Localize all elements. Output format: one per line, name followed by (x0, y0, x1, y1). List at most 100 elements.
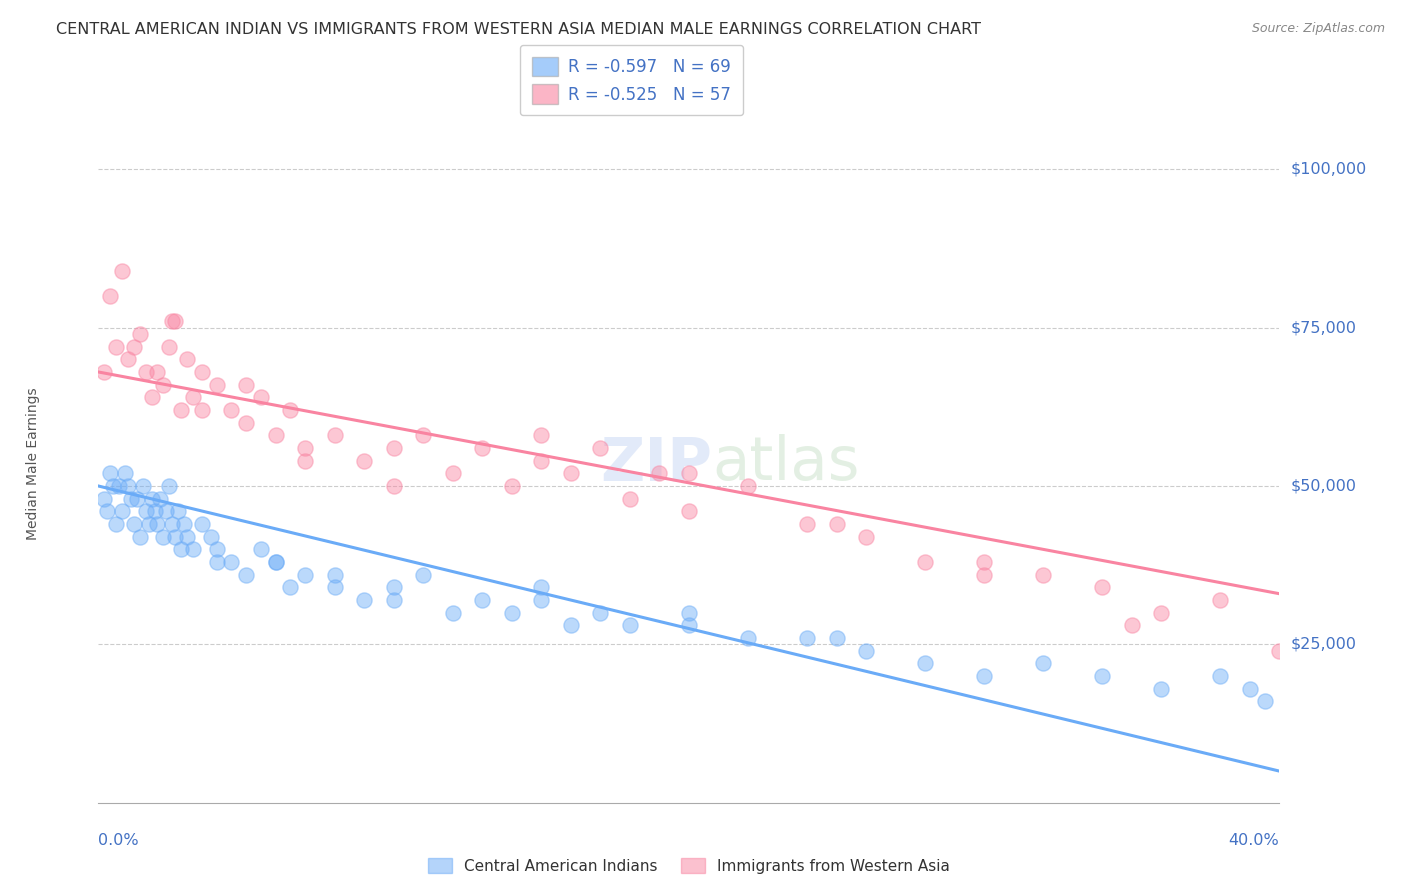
Point (1121, 618, 1143, 632)
Point (353, 453, 375, 467)
Point (855, 644, 877, 658)
Point (294, 441, 316, 455)
Point (678, 618, 700, 632)
Point (191, 365, 214, 379)
Text: Source: ZipAtlas.com: Source: ZipAtlas.com (1251, 22, 1385, 36)
Point (1091, 669, 1114, 683)
Point (96, 504, 118, 518)
Text: $75,000: $75,000 (1291, 320, 1357, 335)
Point (796, 516, 818, 531)
Point (152, 377, 174, 392)
Text: $50,000: $50,000 (1291, 478, 1357, 493)
Point (382, 593, 405, 607)
Point (146, 365, 169, 379)
Point (105, 516, 128, 531)
Point (825, 516, 848, 531)
Point (264, 555, 287, 569)
Point (619, 618, 641, 632)
Point (973, 669, 995, 683)
Point (157, 479, 180, 493)
Point (737, 479, 759, 493)
Point (973, 555, 995, 569)
Point (412, 428, 434, 442)
Point (149, 491, 172, 506)
Point (530, 593, 553, 607)
Point (205, 377, 228, 392)
Point (1209, 593, 1232, 607)
Text: Median Male Earnings: Median Male Earnings (27, 387, 41, 541)
Point (191, 516, 214, 531)
Point (191, 403, 214, 417)
Point (294, 567, 316, 582)
Point (141, 390, 163, 404)
Point (125, 491, 148, 506)
Point (120, 491, 142, 506)
Point (250, 390, 273, 404)
Text: CENTRAL AMERICAN INDIAN VS IMMIGRANTS FROM WESTERN ASIA MEDIAN MALE EARNINGS COR: CENTRAL AMERICAN INDIAN VS IMMIGRANTS FR… (56, 22, 981, 37)
Point (103, 479, 125, 493)
Point (471, 593, 494, 607)
Point (181, 390, 204, 404)
Point (323, 567, 346, 582)
Point (323, 428, 346, 442)
Point (122, 516, 145, 531)
Point (128, 326, 150, 341)
Point (114, 467, 136, 481)
Point (914, 657, 936, 671)
Point (135, 504, 157, 518)
Point (167, 504, 190, 518)
Point (200, 530, 222, 544)
Point (560, 618, 582, 632)
Point (441, 606, 464, 620)
Point (122, 340, 145, 354)
Point (205, 555, 228, 569)
Point (176, 530, 198, 544)
Point (157, 340, 180, 354)
Point (93, 491, 115, 506)
Point (678, 504, 700, 518)
Point (441, 467, 464, 481)
Point (530, 581, 553, 595)
Point (1150, 681, 1173, 696)
Point (855, 530, 877, 544)
Point (1032, 567, 1054, 582)
Point (1209, 669, 1232, 683)
Point (619, 491, 641, 506)
Point (471, 441, 494, 455)
Point (914, 555, 936, 569)
Point (143, 504, 166, 518)
Point (138, 516, 160, 531)
Point (382, 441, 405, 455)
Point (382, 479, 405, 493)
Point (264, 428, 287, 442)
Point (560, 467, 582, 481)
Point (412, 567, 434, 582)
Point (173, 516, 195, 531)
Text: $100,000: $100,000 (1291, 161, 1367, 177)
Point (250, 542, 273, 557)
Point (278, 403, 302, 417)
Point (1268, 644, 1291, 658)
Point (678, 467, 700, 481)
Point (235, 416, 257, 430)
Text: $25,000: $25,000 (1291, 637, 1357, 652)
Point (117, 352, 139, 367)
Text: 40.0%: 40.0% (1229, 833, 1279, 848)
Point (589, 606, 612, 620)
Point (648, 467, 671, 481)
Point (105, 340, 128, 354)
Point (170, 403, 193, 417)
Point (170, 542, 193, 557)
Point (278, 581, 302, 595)
Point (235, 567, 257, 582)
Point (98, 467, 121, 481)
Point (98, 289, 121, 303)
Text: ZIP: ZIP (600, 434, 713, 493)
Legend: Central American Indians, Immigrants from Western Asia: Central American Indians, Immigrants fro… (422, 852, 956, 880)
Point (501, 479, 523, 493)
Point (205, 542, 228, 557)
Point (165, 530, 187, 544)
Point (1091, 581, 1114, 595)
Point (530, 428, 553, 442)
Point (825, 631, 848, 645)
